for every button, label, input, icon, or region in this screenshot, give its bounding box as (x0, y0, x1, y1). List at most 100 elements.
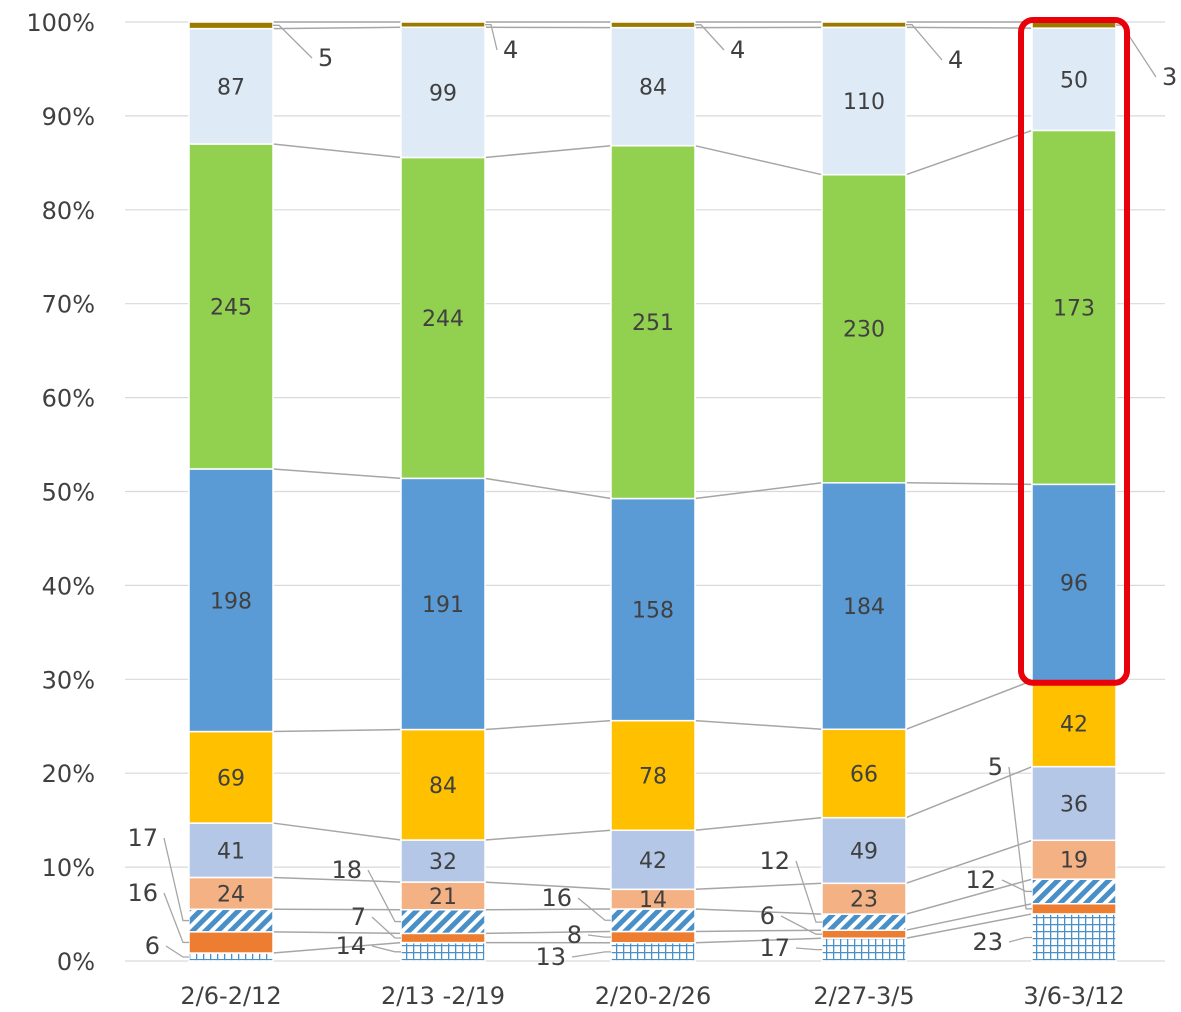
data-label: 32 (429, 850, 457, 875)
bar-segment (610, 144, 696, 500)
data-label: 16 (127, 879, 158, 907)
data-label: 78 (639, 764, 667, 789)
series-line (484, 930, 612, 935)
bar-segment (400, 26, 486, 159)
bar-segment (188, 730, 274, 824)
data-label: 4 (503, 36, 518, 64)
y-tick-label: 70% (42, 291, 95, 319)
callout-leader (571, 951, 611, 958)
bar-segment (400, 21, 486, 29)
bar-segment (400, 881, 486, 911)
data-label: 4 (948, 46, 963, 74)
data-label: 5 (318, 44, 333, 72)
data-label: 12 (759, 847, 790, 875)
series-line (905, 482, 1033, 486)
series-line (905, 839, 1033, 885)
series-line (694, 908, 823, 915)
series-line (905, 902, 1033, 931)
series-line (484, 829, 612, 841)
bar-segment (400, 728, 486, 841)
data-label: 184 (843, 595, 885, 620)
bar-segment (1031, 129, 1117, 486)
data-label: 251 (632, 311, 674, 336)
data-label: 42 (639, 849, 667, 874)
bar-segment (821, 173, 907, 484)
data-label: 87 (217, 75, 245, 100)
highlight-box (1018, 17, 1130, 686)
bar-segment (188, 931, 274, 954)
data-label: 110 (843, 90, 885, 115)
callout-leader (273, 24, 313, 59)
data-label: 41 (217, 839, 245, 864)
callout-leader (906, 24, 943, 61)
series-line (272, 931, 402, 935)
series-line (272, 822, 402, 841)
callout-leader (1008, 936, 1032, 943)
data-label: 69 (217, 766, 245, 791)
series-line (272, 26, 402, 30)
data-label: 49 (850, 839, 878, 864)
x-tick-label: 3/6-3/12 (1023, 982, 1124, 1010)
data-label: 198 (210, 589, 252, 614)
bar-segment (610, 829, 696, 891)
series-line (694, 719, 823, 731)
series-line (905, 26, 1033, 29)
series-line (484, 908, 612, 911)
bar-segment (400, 477, 486, 731)
y-tick-label: 100% (26, 9, 95, 37)
bar-segment (821, 937, 907, 962)
data-label: 84 (429, 774, 457, 799)
data-label: 8 (567, 921, 582, 949)
data-label: 244 (422, 307, 464, 332)
series-line (694, 816, 823, 832)
data-label: 4 (730, 36, 745, 64)
bar-segment (1031, 839, 1117, 880)
series-line (905, 129, 1033, 176)
y-tick-label: 90% (42, 103, 95, 131)
bar-segment (821, 929, 907, 939)
bar-segment (188, 21, 274, 30)
series-line (272, 941, 402, 954)
series-line (694, 937, 823, 944)
callout-leader (367, 869, 401, 923)
callout-leader (163, 892, 189, 944)
bar-segment (821, 482, 907, 731)
y-tick-label: 30% (42, 666, 95, 694)
bar-segment (821, 26, 907, 176)
bar-segment (188, 908, 274, 933)
series-line (905, 765, 1033, 819)
y-tick-label: 50% (42, 479, 95, 507)
callout-leader (795, 860, 822, 923)
data-label: 173 (1053, 296, 1095, 321)
data-label: 17 (759, 934, 790, 962)
callout-leader (165, 945, 189, 958)
data-label: 23 (972, 928, 1003, 956)
bar-segment (821, 21, 907, 29)
data-label: 14 (335, 932, 366, 960)
series-line (484, 719, 612, 731)
bar-segment (188, 822, 274, 879)
data-label: 99 (429, 81, 457, 106)
bar-segment (1031, 765, 1117, 842)
bar-segment (1031, 878, 1117, 905)
y-tick-label: 0% (57, 948, 95, 976)
series-line (694, 882, 823, 891)
bar-segment (821, 913, 907, 931)
x-tick-label: 2/20-2/26 (595, 982, 711, 1010)
callout-leader (577, 897, 611, 921)
data-label: 18 (331, 856, 362, 884)
data-label: 21 (429, 885, 457, 910)
series-line (905, 680, 1033, 730)
series-line (272, 728, 402, 733)
data-label: 36 (1060, 792, 1088, 817)
callout-leader (1008, 766, 1032, 910)
data-label: 12 (965, 866, 996, 894)
bar-segment (1031, 902, 1117, 915)
bar-segment (610, 719, 696, 832)
bar-segment (188, 468, 274, 733)
series-line (694, 929, 823, 933)
callout-leader (587, 934, 611, 938)
bar-segment (610, 941, 696, 962)
bar-segment (400, 932, 486, 944)
